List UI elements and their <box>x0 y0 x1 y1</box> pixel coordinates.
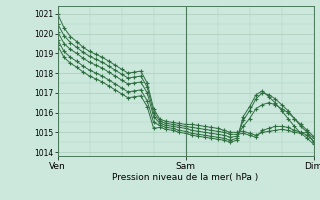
X-axis label: Pression niveau de la mer( hPa ): Pression niveau de la mer( hPa ) <box>112 173 259 182</box>
